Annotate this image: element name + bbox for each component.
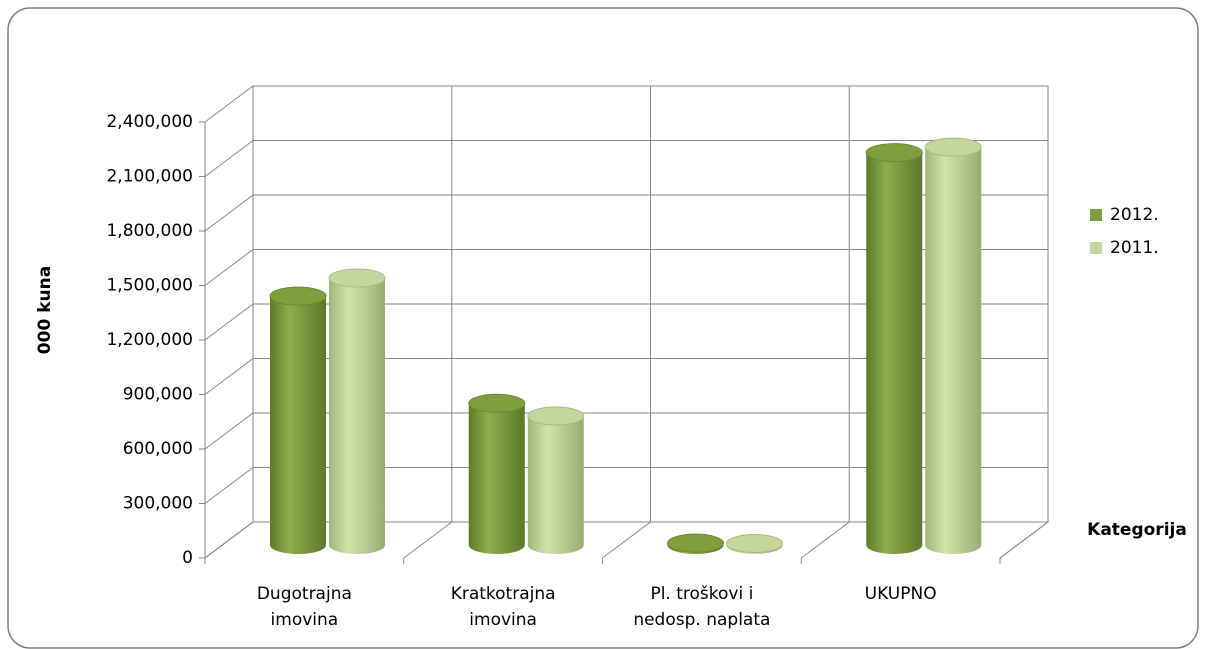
category-divider — [999, 521, 1049, 559]
bar-top — [328, 268, 386, 288]
bar — [726, 534, 783, 554]
grid-line — [204, 85, 1048, 123]
bar — [527, 406, 585, 554]
x-tick-label: Dugotrajna — [257, 584, 352, 604]
x-tick-label: Pl. troškovi i — [650, 584, 753, 604]
category-divider — [403, 521, 453, 559]
bar — [667, 533, 724, 554]
legend-label: 2011. — [1110, 238, 1159, 258]
category-divider — [204, 521, 254, 559]
category-divider — [602, 521, 651, 559]
bar-body — [468, 403, 525, 554]
x-tick-label: UKUPNO — [865, 584, 937, 604]
grid-line — [204, 358, 1048, 395]
bar — [865, 143, 923, 554]
bar-body — [270, 296, 326, 554]
y-tick-label: 2,100,000 — [106, 167, 193, 187]
y-tick-label: 600,000 — [123, 439, 193, 459]
bar-top — [865, 143, 923, 163]
bar-body — [866, 152, 923, 554]
bar-top — [667, 533, 724, 553]
x-tick-label: Kratkotrajna — [451, 584, 556, 604]
y-tick-label: 1,500,000 — [106, 276, 193, 296]
bar — [924, 137, 982, 554]
y-tick-label: 1,200,000 — [106, 330, 193, 350]
bar — [269, 286, 327, 554]
legend-swatch — [1090, 209, 1102, 221]
x-tick-label: nedosp. naplata — [633, 610, 770, 630]
bar-body — [925, 147, 982, 554]
grid-line — [204, 249, 1048, 286]
legend-label: 2012. — [1110, 205, 1159, 225]
bar — [328, 268, 386, 554]
y-tick-label: 2,400,000 — [106, 112, 193, 132]
bar-top — [924, 137, 982, 157]
y-axis-label: 000 kuna — [35, 266, 55, 354]
y-tick-label: 900,000 — [123, 385, 193, 405]
grid-line — [204, 194, 1048, 232]
grid-line — [204, 140, 1048, 177]
grid-line — [204, 303, 1048, 341]
y-tick-label: 0 — [182, 548, 193, 568]
x-tick-label: imovina — [271, 610, 339, 630]
legend-swatch — [1090, 242, 1102, 254]
category-divider — [800, 521, 850, 559]
bar-top — [269, 286, 327, 306]
grid-line — [204, 467, 1048, 504]
bar-body — [329, 277, 385, 554]
y-tick-label: 300,000 — [123, 494, 193, 514]
bar-body — [527, 416, 584, 554]
grid-line — [204, 412, 1048, 450]
bar-top — [527, 406, 585, 426]
y-tick-label: 1,800,000 — [106, 221, 193, 241]
bar-top — [726, 534, 783, 554]
x-axis-label: Kategorija — [1087, 520, 1187, 540]
bar — [468, 393, 526, 554]
x-tick-label: imovina — [469, 610, 537, 630]
bar-top — [468, 393, 526, 413]
